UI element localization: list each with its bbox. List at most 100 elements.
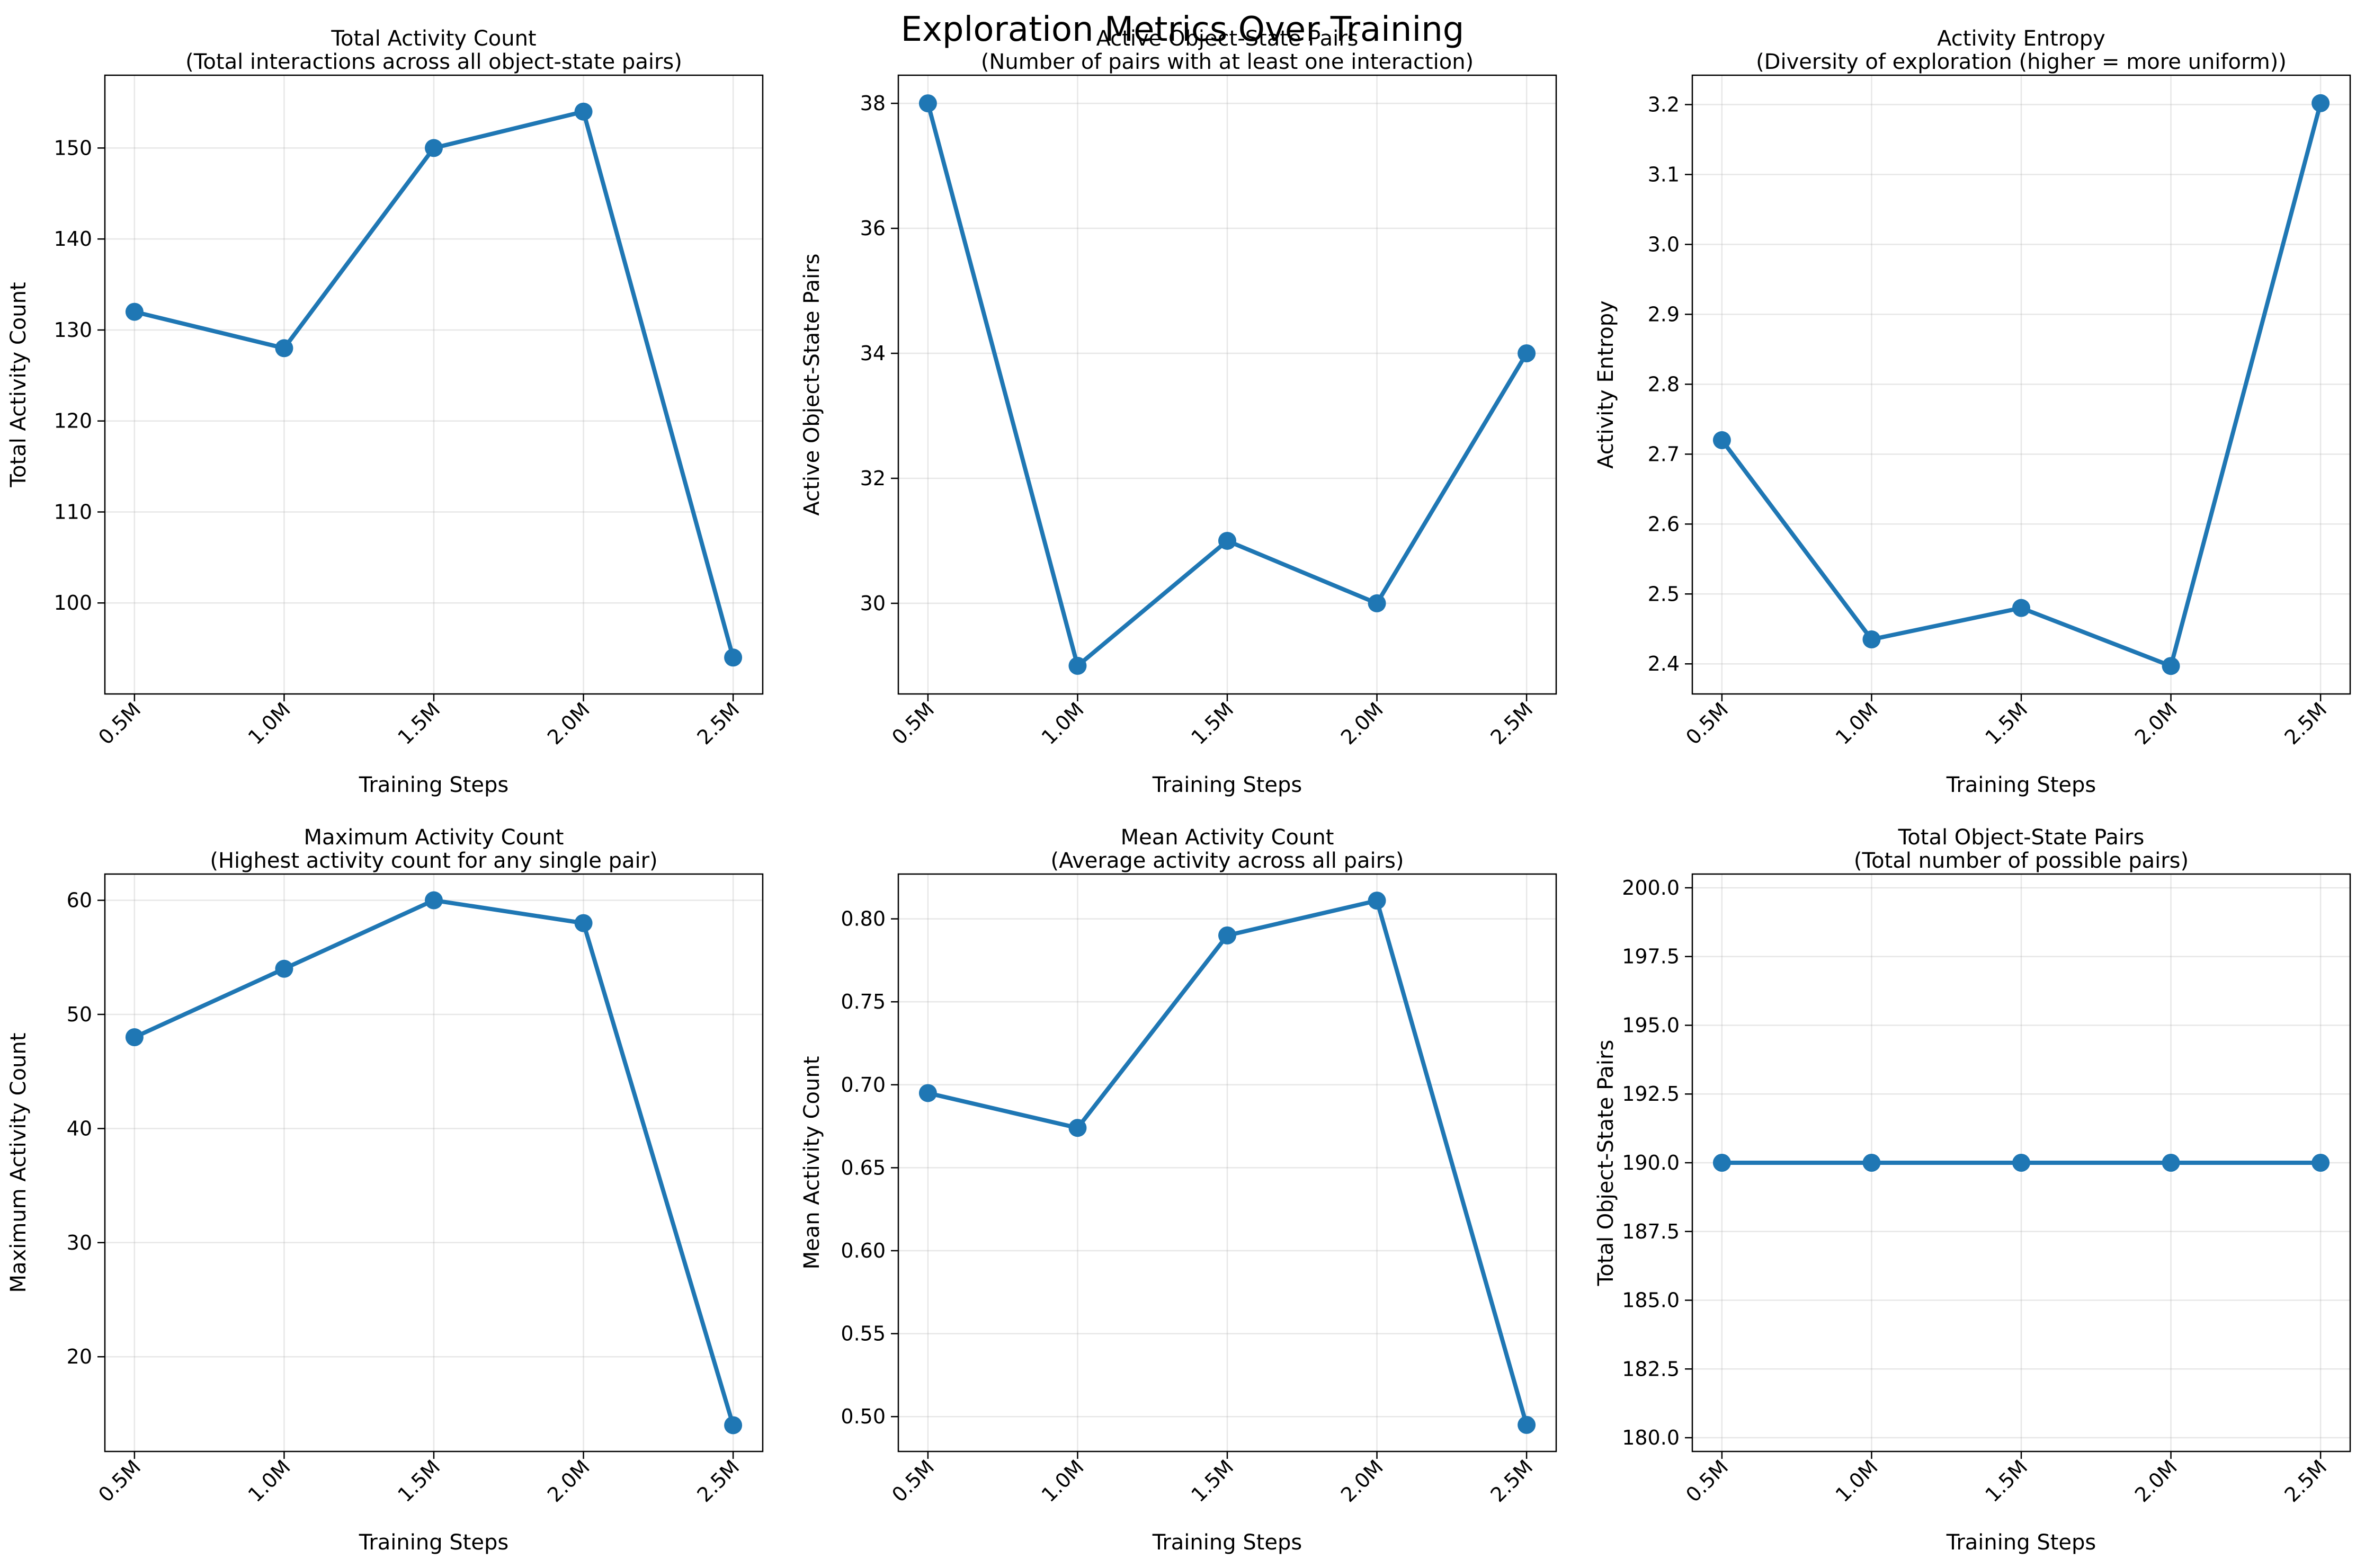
x-axis-label: Training Steps	[1152, 773, 1302, 797]
x-tick-label: 1.5M	[1186, 1455, 1238, 1507]
data-point	[724, 1416, 743, 1435]
data-point	[125, 1028, 144, 1047]
data-point	[1218, 926, 1236, 945]
data-point	[918, 1084, 937, 1102]
y-tick-label: 0.75	[841, 990, 886, 1013]
y-tick-label: 200.0	[1622, 876, 1680, 899]
y-tick-label: 2.9	[1648, 302, 1680, 326]
y-tick-label: 2.5	[1648, 582, 1680, 605]
x-tick-label: 2.5M	[692, 1455, 744, 1507]
y-tick-label: 3.0	[1648, 233, 1680, 256]
data-point	[574, 914, 593, 932]
x-tick-label: 1.0M	[1037, 1455, 1088, 1507]
y-axis-label: Activity Entropy	[1594, 300, 1618, 469]
y-tick-label: 32	[860, 467, 886, 490]
x-tick-label: 1.5M	[1980, 698, 2032, 749]
data-point	[2012, 1154, 2030, 1172]
chart-panel-4: 20 30 40 50 60 0.5M 1.0M 1.5M 2.0M 2.5M Maximum Ac…	[6, 825, 764, 1555]
y-tick-label: 182.5	[1622, 1357, 1680, 1380]
chart-subtitle: (Diversity of exploration (higher = more…	[1756, 50, 2287, 74]
data-point	[275, 339, 293, 358]
chart-title: Maximum Activity Count	[304, 825, 564, 850]
x-tick-label: 1.0M	[244, 1455, 295, 1507]
y-axis-label: Total Activity Count	[6, 282, 31, 487]
y-tick-label: 36	[860, 217, 886, 240]
data-point	[1862, 630, 1881, 649]
chart-panel-5: 0.50 0.55 0.60 0.65 0.70 0.75 0.80 0.5M 1.0M 1.5M…	[800, 825, 1557, 1555]
x-tick-label: 2.5M	[2280, 1455, 2331, 1507]
chart-title: Activity Entropy	[1937, 26, 2105, 51]
x-tick-label: 2.5M	[2280, 698, 2331, 749]
y-tick-label: 0.55	[841, 1322, 886, 1346]
figure-title: Exploration Metrics Over Training	[900, 10, 1465, 49]
x-tick-label: 0.5M	[1681, 1455, 1733, 1507]
y-tick-label: 180.0	[1622, 1426, 1680, 1449]
y-tick-label: 40	[67, 1117, 92, 1140]
x-tick-label: 2.0M	[1336, 1455, 1388, 1507]
x-axis-label: Training Steps	[1946, 773, 2096, 797]
y-tick-label: 0.70	[841, 1073, 886, 1097]
chart-panel-1: 100 110 120 130 140 150 0.5M 1.0M 1.5M 2.0M 2.5M To…	[6, 26, 764, 797]
x-tick-label: 2.0M	[2130, 1455, 2182, 1507]
y-tick-label: 30	[860, 592, 886, 615]
data-point	[2012, 599, 2030, 617]
x-tick-label: 2.5M	[1486, 698, 1537, 749]
chart-subtitle: (Total number of possible pairs)	[1854, 849, 2189, 873]
data-point	[1518, 1415, 1536, 1434]
data-point	[1712, 431, 1731, 449]
data-point	[125, 302, 144, 321]
x-tick-label: 0.5M	[887, 1455, 939, 1507]
y-tick-label: 2.6	[1648, 512, 1680, 536]
y-tick-label: 2.4	[1648, 652, 1680, 675]
y-tick-label: 0.60	[841, 1239, 886, 1262]
chart-title: Total Activity Count	[331, 26, 536, 51]
x-tick-label: 1.5M	[393, 698, 444, 749]
x-tick-label: 1.0M	[1831, 698, 1882, 749]
chart-subtitle: (Number of pairs with at least one inter…	[981, 50, 1474, 74]
y-tick-label: 30	[67, 1231, 92, 1254]
y-tick-label: 2.8	[1648, 372, 1680, 396]
data-point	[724, 648, 743, 667]
x-tick-label: 2.0M	[1336, 698, 1388, 749]
y-tick-label: 3.1	[1648, 163, 1680, 186]
x-tick-label: 1.5M	[1186, 698, 1238, 749]
y-tick-label: 20	[67, 1345, 92, 1368]
data-point	[574, 102, 593, 121]
y-tick-label: 3.2	[1648, 93, 1680, 116]
data-point	[1368, 594, 1386, 612]
data-point	[275, 959, 293, 978]
y-axis-label: Total Object-State Pairs	[1594, 1040, 1618, 1287]
x-tick-label: 1.0M	[1037, 698, 1088, 749]
chart-title: Total Object-State Pairs	[1898, 825, 2145, 850]
y-tick-label: 0.65	[841, 1156, 886, 1179]
chart-subtitle: (Total interactions across all object-st…	[185, 50, 682, 74]
y-tick-label: 195.0	[1622, 1013, 1680, 1037]
data-point	[1068, 656, 1087, 675]
y-tick-label: 140	[53, 227, 92, 251]
y-axis-label: Mean Activity Count	[800, 1056, 824, 1270]
y-tick-label: 187.5	[1622, 1220, 1680, 1243]
x-tick-label: 1.5M	[393, 1455, 444, 1507]
x-tick-label: 1.5M	[1980, 1455, 2032, 1507]
chart-title: Mean Activity Count	[1121, 825, 1334, 850]
x-axis-label: Training Steps	[359, 1530, 508, 1555]
data-point	[918, 94, 937, 113]
data-point	[1862, 1154, 1881, 1172]
y-tick-label: 60	[67, 889, 92, 912]
chart-subtitle: (Average activity across all pairs)	[1050, 849, 1404, 873]
y-axis-label: Maximum Activity Count	[6, 1033, 31, 1293]
data-point	[2312, 94, 2330, 112]
x-tick-label: 2.0M	[543, 698, 594, 749]
y-tick-label: 185.0	[1622, 1289, 1680, 1312]
data-point	[1368, 892, 1386, 910]
data-point	[425, 139, 443, 157]
y-tick-label: 34	[860, 342, 886, 365]
y-tick-label: 150	[53, 136, 92, 159]
x-axis-label: Training Steps	[359, 773, 508, 797]
y-tick-label: 110	[53, 500, 92, 523]
data-point	[425, 891, 443, 910]
y-tick-label: 130	[53, 318, 92, 342]
y-tick-label: 50	[67, 1003, 92, 1026]
